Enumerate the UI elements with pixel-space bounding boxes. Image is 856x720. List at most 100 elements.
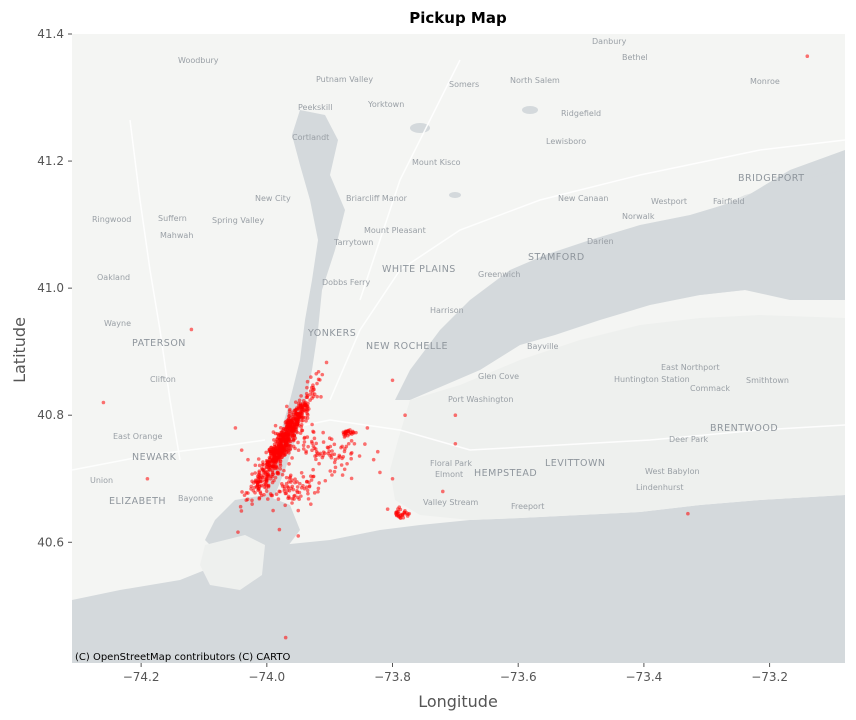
pickup-point [239, 509, 244, 513]
pickup-point [283, 503, 287, 508]
pickup-point [276, 472, 281, 476]
map-label-major: NEWARK [132, 452, 177, 463]
pickup-point [278, 489, 282, 494]
pickup-point [276, 433, 281, 438]
pickup-point [236, 530, 240, 534]
pickup-point [259, 493, 264, 498]
pickup-point [257, 472, 261, 477]
pickup-point [312, 392, 317, 397]
y-axis-ticks: 40.6 40.8 41.0 41.2 41.4 [37, 27, 72, 549]
pickup-point [296, 440, 300, 445]
map-label: West Babylon [645, 467, 700, 476]
map-label: Glen Cove [478, 372, 519, 381]
pickup-point [299, 419, 304, 423]
map-label-major: BRIDGEPORT [738, 173, 805, 184]
pickup-point [250, 498, 254, 503]
pickup-point [805, 54, 810, 59]
y-tick-label: 40.6 [37, 535, 64, 549]
pickup-point [302, 486, 307, 491]
map-label: Danbury [592, 37, 627, 46]
pickup-point [290, 417, 295, 422]
pickup-point [271, 508, 275, 513]
pickup-point [260, 475, 264, 480]
pickup-point [277, 453, 282, 457]
pickup-point [321, 430, 325, 435]
pickup-point [280, 472, 285, 477]
pickup-point [263, 479, 267, 484]
pickup-point [287, 419, 292, 423]
pickup-point [253, 471, 257, 475]
y-tick-label: 40.8 [37, 408, 64, 422]
pickup-point [261, 462, 265, 467]
pickup-point [265, 473, 269, 477]
water-sound-east [700, 170, 845, 300]
x-tick-label: −74.0 [248, 670, 285, 684]
pickup-point [453, 442, 458, 446]
pickup-point [394, 510, 398, 515]
map-label: Floral Park [430, 459, 472, 468]
pickup-point [285, 433, 290, 437]
pickup-point [278, 467, 283, 471]
map-label: Clifton [150, 375, 176, 384]
pickup-point [321, 440, 326, 444]
pickup-point [292, 433, 297, 437]
pickup-point [294, 427, 299, 432]
pickup-point [343, 430, 348, 435]
pickup-point [280, 430, 285, 435]
pickup-point [309, 502, 313, 506]
pickup-point [292, 437, 296, 442]
map-label: Mahwah [160, 231, 193, 240]
pickup-point [264, 465, 268, 470]
map-label-major: NEW ROCHELLE [366, 341, 448, 352]
map-label: Yorktown [367, 100, 404, 109]
map-label: Monroe [750, 77, 780, 86]
pickup-point [280, 455, 284, 460]
pickup-point [282, 484, 287, 489]
map-label-major: PATERSON [132, 338, 186, 349]
pickup-point [295, 495, 300, 500]
pickup-point [277, 527, 282, 532]
pickup-point [332, 442, 337, 447]
pickup-point [371, 457, 376, 462]
pickup-point [306, 401, 310, 406]
pickup-point [293, 400, 298, 404]
pickup-point [239, 448, 244, 452]
pickup-point [288, 475, 293, 479]
pickup-point [333, 457, 338, 462]
map-label: Darien [587, 237, 614, 246]
pickup-point [300, 405, 305, 410]
pickup-point [297, 407, 302, 411]
pickup-point [308, 389, 313, 393]
pickup-point [312, 436, 317, 441]
pickup-point [340, 473, 345, 477]
map-label: Bayonne [178, 494, 213, 503]
map-label-major: STAMFORD [528, 252, 585, 263]
pickup-point [250, 472, 254, 476]
pickup-point [311, 474, 316, 479]
pickup-point [274, 439, 278, 444]
pickup-point [316, 489, 320, 494]
pickup-point [304, 451, 308, 455]
pickup-point [290, 456, 294, 460]
pickup-point [319, 395, 323, 399]
pickup-point [268, 449, 273, 454]
pickup-point [313, 447, 318, 451]
pickup-point [273, 475, 278, 480]
pickup-point [269, 452, 273, 457]
pickup-point [349, 456, 353, 461]
pickup-point [314, 449, 319, 454]
pickup-point [311, 467, 315, 472]
pickup-point [293, 446, 297, 451]
pickup-point [299, 394, 303, 398]
map-label: Freeport [511, 502, 544, 511]
pickup-point [686, 511, 690, 516]
x-tick-label: −74.2 [123, 670, 160, 684]
pickup-point [299, 414, 304, 418]
pickup-point [305, 416, 310, 420]
map-label: Lindenhurst [636, 483, 684, 492]
pickup-point [304, 391, 309, 396]
pickup-point [285, 423, 290, 428]
pickup-point [304, 395, 309, 400]
map-label: Greenwich [478, 270, 520, 279]
pickup-point [286, 496, 290, 500]
